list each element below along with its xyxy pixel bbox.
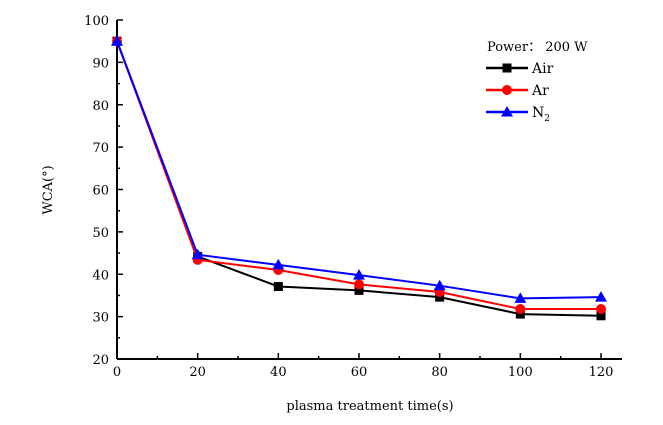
x-tick-label: 80 [431,365,448,380]
data-point-n2 [514,292,527,303]
data-point-ar [596,303,606,314]
y-tick-label: 30 [92,311,109,326]
data-point-n2 [191,248,204,260]
data-point-n2 [595,291,607,302]
x-tick-label: 20 [189,365,206,380]
y-tick-label: 40 [92,268,109,283]
series-n2 [111,35,607,303]
x-tick-label: 120 [589,365,614,380]
legend-label-ar: Ar [531,83,549,99]
data-point-air [435,292,445,302]
y-tick-label: 80 [92,99,109,114]
legend-label-n2: N2 [532,105,550,124]
data-point-air [354,285,364,295]
y-tick-label: 70 [92,141,109,156]
x-tick-label: 40 [270,365,287,380]
legend-title: Power： 200 W [487,40,588,55]
data-point-air [273,282,283,292]
x-tick-label: 100 [508,365,533,380]
y-axis-label: WCA(°) [41,165,56,214]
legend-marker-air [502,63,512,73]
series-line-n2 [116,40,602,300]
legend-marker-n2 [501,106,513,117]
x-tick-label: 60 [351,365,368,380]
data-point-ar [515,303,526,314]
series-group [111,35,607,321]
data-point-air [515,309,525,319]
x-axis-label: plasma treatment time(s) [286,399,453,414]
x-tick-label: 0 [113,365,121,380]
y-tick-label: 60 [92,184,109,199]
legend-marker-ar [502,85,512,95]
data-point-ar [354,279,364,290]
data-point-n2 [433,279,446,291]
data-point-air [596,311,606,321]
y-tick-label: 50 [92,226,109,241]
series-line-ar [116,40,601,310]
y-tick-label: 90 [92,56,109,71]
data-point-n2 [272,258,285,270]
legend-label-air: Air [531,61,554,77]
axes: 0 20 40 60 80 100 120 20 30 40 50 60 70 80 90 100 [84,14,622,380]
data-point-n2 [353,269,365,280]
legend: Power： 200 W Air Ar N2 [486,40,588,124]
y-tick-label: 20 [92,353,109,368]
y-tick-label: 100 [84,14,109,29]
data-point-n2 [111,35,123,46]
